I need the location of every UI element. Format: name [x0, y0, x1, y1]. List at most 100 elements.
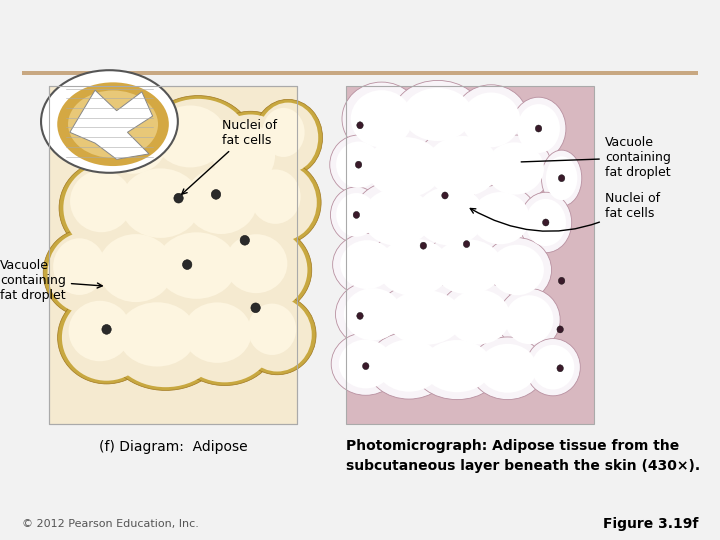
Ellipse shape: [173, 157, 285, 259]
Ellipse shape: [177, 160, 281, 255]
Ellipse shape: [251, 170, 301, 224]
Ellipse shape: [413, 333, 502, 400]
Ellipse shape: [118, 302, 197, 367]
Ellipse shape: [546, 156, 577, 200]
Ellipse shape: [148, 225, 263, 320]
Ellipse shape: [58, 291, 156, 384]
Text: Photomicrograph: Adipose tissue from the: Photomicrograph: Adipose tissue from the: [346, 439, 679, 453]
Ellipse shape: [70, 170, 132, 232]
Ellipse shape: [363, 188, 432, 246]
Ellipse shape: [331, 333, 400, 395]
Ellipse shape: [154, 105, 227, 167]
Ellipse shape: [356, 129, 454, 206]
Ellipse shape: [206, 114, 295, 210]
Ellipse shape: [387, 290, 463, 345]
Ellipse shape: [48, 232, 122, 313]
Ellipse shape: [415, 127, 509, 205]
Ellipse shape: [393, 80, 482, 148]
Ellipse shape: [543, 219, 549, 226]
Ellipse shape: [330, 187, 382, 243]
Ellipse shape: [357, 312, 364, 319]
Ellipse shape: [343, 288, 402, 340]
Ellipse shape: [367, 332, 451, 399]
Circle shape: [41, 70, 178, 173]
Ellipse shape: [240, 235, 250, 245]
Ellipse shape: [251, 303, 261, 313]
Ellipse shape: [433, 239, 503, 294]
Ellipse shape: [112, 161, 227, 260]
Ellipse shape: [214, 225, 312, 315]
Ellipse shape: [356, 161, 362, 168]
Ellipse shape: [403, 88, 472, 141]
Ellipse shape: [43, 229, 127, 316]
Ellipse shape: [336, 141, 381, 188]
Ellipse shape: [62, 294, 151, 381]
Bar: [346, 86, 594, 424]
Ellipse shape: [464, 241, 470, 247]
Ellipse shape: [146, 99, 250, 187]
Ellipse shape: [477, 135, 552, 202]
Ellipse shape: [63, 164, 153, 252]
Ellipse shape: [415, 186, 485, 246]
Ellipse shape: [485, 143, 544, 194]
Ellipse shape: [526, 339, 580, 396]
Ellipse shape: [535, 125, 541, 132]
Ellipse shape: [526, 199, 566, 246]
Ellipse shape: [520, 192, 572, 253]
Circle shape: [41, 70, 178, 173]
Ellipse shape: [102, 325, 111, 334]
Ellipse shape: [454, 85, 528, 155]
Ellipse shape: [490, 245, 544, 295]
Ellipse shape: [498, 288, 560, 351]
Ellipse shape: [557, 326, 563, 333]
Ellipse shape: [248, 303, 296, 355]
Ellipse shape: [143, 222, 267, 323]
Ellipse shape: [212, 190, 221, 199]
Ellipse shape: [505, 295, 554, 344]
Ellipse shape: [142, 96, 254, 191]
Ellipse shape: [482, 238, 552, 302]
Polygon shape: [70, 90, 153, 159]
Text: © 2012 Pearson Education, Inc.: © 2012 Pearson Education, Inc.: [22, 519, 199, 529]
Bar: [22, 71, 698, 75]
Bar: [49, 86, 297, 424]
Circle shape: [41, 70, 178, 173]
Ellipse shape: [262, 108, 305, 157]
Bar: [49, 86, 297, 424]
Ellipse shape: [463, 185, 538, 252]
Ellipse shape: [559, 175, 565, 181]
Bar: [346, 86, 594, 424]
Ellipse shape: [109, 295, 222, 387]
Ellipse shape: [86, 224, 202, 327]
Ellipse shape: [441, 192, 448, 199]
Ellipse shape: [330, 135, 387, 194]
Text: Vacuole
containing
fat droplet: Vacuole containing fat droplet: [521, 136, 670, 179]
Text: Nuclei of
fat cells: Nuclei of fat cells: [181, 119, 277, 194]
Ellipse shape: [541, 150, 582, 206]
Ellipse shape: [183, 302, 251, 363]
Ellipse shape: [87, 99, 194, 198]
Ellipse shape: [99, 110, 167, 174]
Ellipse shape: [202, 111, 300, 213]
Ellipse shape: [377, 239, 451, 296]
Ellipse shape: [245, 164, 317, 241]
Text: Nuclei of
fat cells: Nuclei of fat cells: [470, 192, 660, 231]
Ellipse shape: [367, 231, 461, 304]
Ellipse shape: [68, 90, 158, 158]
Ellipse shape: [171, 293, 278, 386]
Ellipse shape: [478, 344, 537, 393]
Ellipse shape: [362, 363, 369, 369]
Ellipse shape: [243, 298, 312, 372]
Ellipse shape: [351, 90, 413, 147]
Ellipse shape: [426, 136, 499, 197]
Text: (f) Diagram:  Adipose: (f) Diagram: Adipose: [99, 440, 248, 454]
Ellipse shape: [471, 192, 530, 244]
Ellipse shape: [185, 167, 258, 234]
Ellipse shape: [107, 158, 231, 264]
Ellipse shape: [120, 168, 201, 238]
Ellipse shape: [462, 92, 521, 147]
Ellipse shape: [438, 282, 519, 352]
Ellipse shape: [420, 242, 426, 249]
Ellipse shape: [376, 282, 474, 353]
Ellipse shape: [58, 82, 168, 166]
